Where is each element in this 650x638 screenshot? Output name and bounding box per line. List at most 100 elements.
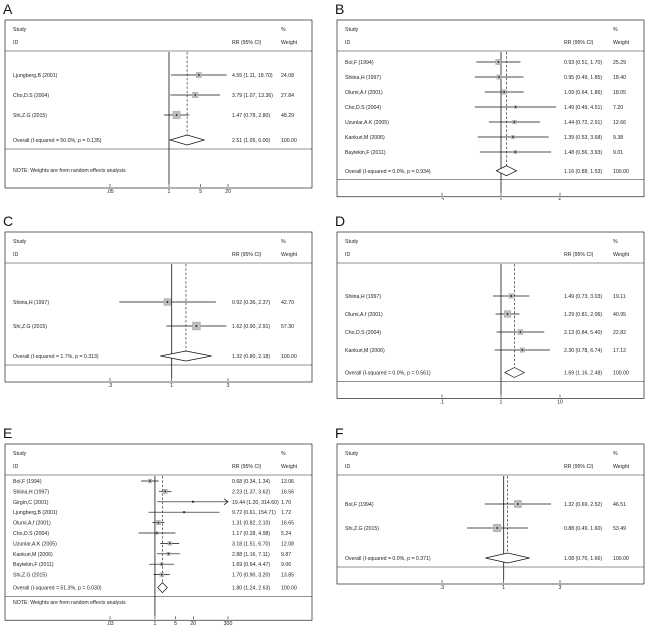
- study-label: Olumi,A.f (2001): [345, 312, 383, 318]
- overall-weight: 100.00: [281, 354, 297, 360]
- study-ci-text: 1.29 (0.81, 2.06): [564, 312, 602, 318]
- study-ci-text: 2.30 (0.78, 6.74): [564, 348, 602, 354]
- header-weight: Weight: [613, 252, 630, 258]
- overall-weight: 100.00: [281, 586, 297, 592]
- study-label: Cho,D.S (2004): [345, 330, 381, 336]
- study-weight: 48.29: [281, 113, 294, 119]
- study-label: Cho,D.S (2004): [345, 105, 381, 111]
- axis-tick-label: 1: [153, 621, 156, 627]
- point-estimate: [497, 61, 500, 63]
- point-estimate: [521, 349, 524, 351]
- point-estimate: [496, 527, 499, 529]
- panel-label-f: F: [335, 425, 344, 441]
- header-study: Study: [13, 27, 27, 33]
- header-id: ID: [13, 464, 18, 470]
- study-ci-text: 1.49 (0.49, 4.51): [564, 105, 602, 111]
- point-estimate: [195, 325, 198, 327]
- study-ci-text: 1.31 (0.82, 2.10): [232, 521, 270, 527]
- point-estimate: [160, 573, 163, 576]
- study-weight: 12.66: [613, 120, 626, 126]
- study-label: Cho,D.S (2004): [13, 93, 49, 99]
- axis-tick-label: .3: [440, 585, 444, 591]
- axis-tick-label: 5: [559, 198, 562, 200]
- overall-ci-text: 1.69 (1.16, 2.48): [564, 371, 602, 377]
- axis-tick-label: .3: [108, 383, 112, 389]
- axis-tick-label: 3: [559, 585, 562, 591]
- study-weight: 13.06: [281, 479, 294, 485]
- axis-tick-label: 1: [500, 198, 503, 200]
- panel-label-e: E: [3, 425, 12, 441]
- axis-tick-label: 1: [502, 585, 505, 591]
- point-estimate: [519, 331, 522, 333]
- axis-tick-label: 10: [557, 400, 563, 406]
- panel-label-b: B: [335, 1, 344, 17]
- study-label: Bol,F (1994): [13, 479, 42, 485]
- study-label: Ljungberg,B (2001): [13, 510, 58, 516]
- header-effect: RR (95% CI): [564, 252, 594, 258]
- forest-plot-svg: B Study ID RR (95% CI)% Weight Bol,F (1994) 0.…: [335, 1, 645, 200]
- header-effect: RR (95% CI): [564, 464, 594, 470]
- study-weight: 17.12: [613, 348, 626, 354]
- study-weight: 40.95: [613, 312, 626, 318]
- study-weight: 19.11: [613, 294, 626, 300]
- study-ci-text: 19.44 (1.20, 314.60): [232, 500, 279, 506]
- header-weight: Weight: [281, 464, 298, 470]
- study-ci-text: 0.93 (0.51, 1.70): [564, 60, 602, 66]
- axis-tick-label: .03: [106, 621, 113, 627]
- overall-weight: 100.00: [281, 138, 297, 144]
- forest-plot-svg: E Study ID RR (95% CI)% Weight Bol,F (1994) 0.…: [3, 425, 313, 627]
- header-weight: Weight: [281, 40, 298, 46]
- study-weight: 13.85: [281, 573, 294, 579]
- axis-tick-label: 20: [190, 621, 196, 627]
- study-weight: 1.72: [281, 510, 291, 516]
- study-weight: 18.40: [613, 75, 626, 81]
- overall-label: Overall (I-squared = 1.7%, p = 0.313): [13, 354, 99, 360]
- study-ci-text: 0.95 (0.49, 1.85): [564, 75, 602, 81]
- point-estimate: [164, 490, 167, 493]
- header-effect: RR (95% CI): [564, 40, 594, 46]
- point-estimate: [517, 503, 519, 505]
- study-weight: 27.84: [281, 93, 294, 99]
- plot-frame: [4, 443, 313, 621]
- plot-frame: [336, 443, 645, 585]
- header-study: Study: [13, 239, 27, 245]
- header-weight: Weight: [613, 464, 630, 470]
- study-label: Shi,Z.G (2015): [13, 573, 47, 579]
- header-study: Study: [13, 451, 27, 457]
- axis-tick-label: 5: [199, 189, 202, 195]
- study-label: Uzunlar,A.K (2005): [345, 120, 389, 126]
- study-ci-text: 1.32 (0.69, 2.52): [564, 502, 602, 508]
- note-text: NOTE: Weights are from random effects an…: [13, 168, 126, 174]
- overall-weight: 100.00: [613, 169, 629, 175]
- overall-diamond: [485, 552, 530, 564]
- study-weight: 7.20: [613, 105, 623, 111]
- overall-label: Overall (I-squared = 0.0%, p = 0.561): [345, 371, 431, 377]
- study-ci-text: 0.92 (0.36, 2.37): [232, 300, 270, 306]
- overall-weight: 100.00: [613, 371, 629, 377]
- study-weight: 22.82: [613, 330, 626, 336]
- plot-frame: [336, 19, 645, 198]
- point-estimate: [166, 301, 169, 303]
- panel-label-a: A: [3, 1, 13, 17]
- overall-ci-text: 1.08 (0.70, 1.66): [564, 556, 602, 562]
- study-ci-text: 1.47 (0.78, 2.80): [232, 113, 270, 119]
- study-ci-text: 1.49 (0.73, 3.03): [564, 294, 602, 300]
- study-weight: 53.49: [613, 526, 626, 532]
- study-ci-text: 1.17 (0.28, 4.98): [232, 531, 270, 537]
- study-ci-text: 1.44 (0.72, 2.91): [564, 120, 602, 126]
- point-estimate: [157, 521, 160, 524]
- forest-plot-svg: F Study ID RR (95% CI)% Weight Bol,F (1994) 1.…: [335, 425, 645, 591]
- forest-panel-a: A Study ID RR (95% CI)% Weight Ljungberg,B (2…: [0, 0, 318, 200]
- study-ci-text: 1.09 (0.64, 1.86): [564, 90, 602, 96]
- overall-diamond: [160, 350, 212, 362]
- plot-frame: [4, 231, 313, 383]
- plot-frame: [4, 19, 313, 189]
- point-estimate: [160, 563, 163, 566]
- overall-ci-text: 1.32 (0.80, 2.18): [232, 354, 270, 360]
- axis-tick-label: 20: [225, 189, 231, 195]
- axis-tick-label: 5: [174, 621, 177, 627]
- study-weight: 9.38: [613, 135, 623, 141]
- study-ci-text: 3.79 (1.07, 13.36): [232, 93, 273, 99]
- study-ci-text: 1.70 (0.90, 3.20): [232, 573, 270, 579]
- overall-label: Overall (I-squared = 51.3%, p = 0.030): [13, 586, 102, 592]
